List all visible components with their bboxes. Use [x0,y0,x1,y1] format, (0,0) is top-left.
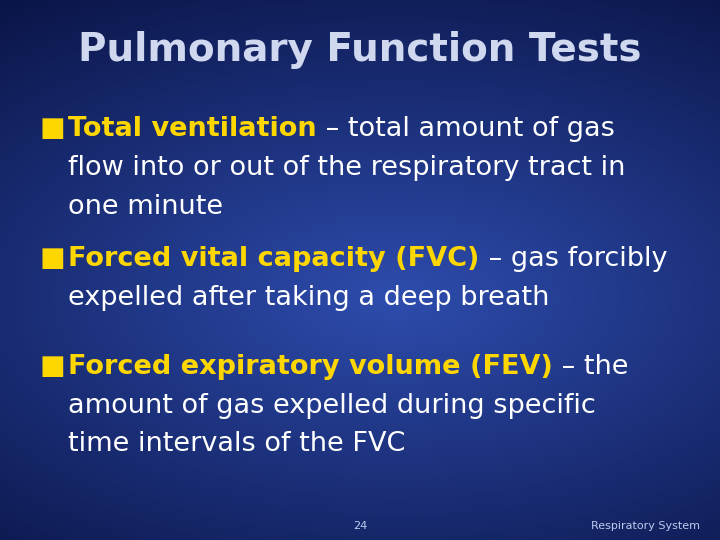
Text: Pulmonary Function Tests: Pulmonary Function Tests [78,31,642,69]
Text: expelled after taking a deep breath: expelled after taking a deep breath [68,285,550,310]
Text: Forced expiratory volume (FEV): Forced expiratory volume (FEV) [68,354,553,380]
Text: amount of gas expelled during specific: amount of gas expelled during specific [68,393,596,418]
Text: 24: 24 [353,521,367,531]
Text: Total ventilation: Total ventilation [68,116,317,142]
Text: ■: ■ [40,246,66,272]
Text: ■: ■ [40,116,66,142]
Text: Forced vital capacity (FVC): Forced vital capacity (FVC) [68,246,480,272]
Text: flow into or out of the respiratory tract in: flow into or out of the respiratory trac… [68,155,626,181]
Text: – the: – the [553,354,629,380]
Text: – total amount of gas: – total amount of gas [317,116,615,142]
Text: Respiratory System: Respiratory System [591,521,700,531]
Text: – gas forcibly: – gas forcibly [480,246,667,272]
Text: time intervals of the FVC: time intervals of the FVC [68,431,406,457]
Text: one minute: one minute [68,194,223,220]
Text: ■: ■ [40,354,66,380]
